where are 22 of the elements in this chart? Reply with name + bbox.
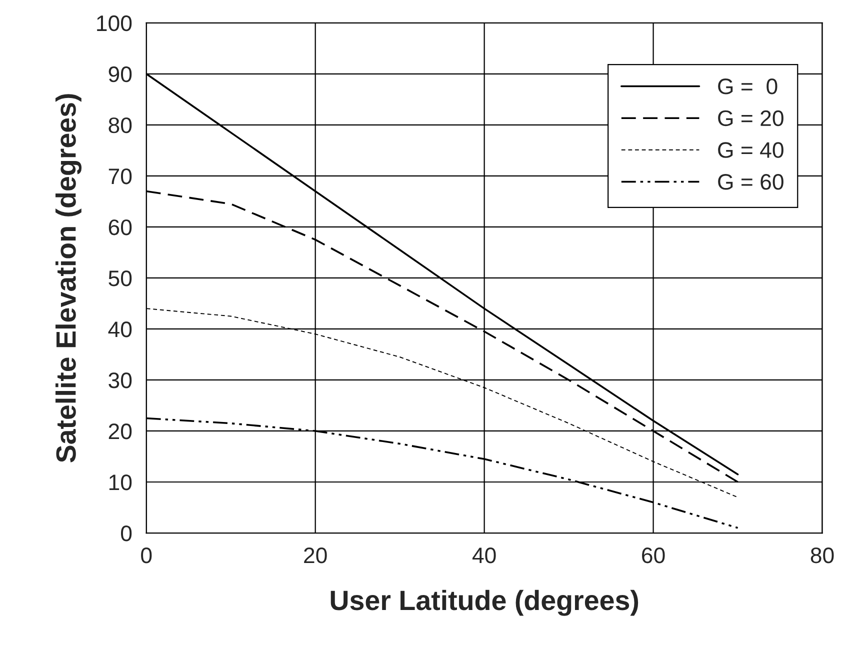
y-tick-label: 70 [108,168,132,184]
y-tick-label: 80 [108,117,132,134]
y-tick-label: 100 [97,15,132,32]
y-axis-title: Satellite Elevation (degrees) [56,94,82,462]
x-tick-label: 60 [642,547,665,564]
y-tick-label: 40 [108,321,132,338]
x-tick-label: 80 [810,547,834,564]
legend-label: G = 0 [718,78,778,94]
y-tick-label: 0 [120,526,132,542]
legend-label: G = 40 [718,142,784,158]
x-tick-label: 0 [141,547,152,564]
x-axis-title: User Latitude (degrees) [330,590,638,616]
y-tick-label: 30 [108,372,132,388]
legend-label: G = 20 [718,110,784,126]
legend-label: G = 60 [718,174,784,190]
y-tick-label: 60 [108,219,132,236]
y-tick-label: 90 [108,66,132,82]
y-tick-label: 20 [108,424,132,440]
x-tick-label: 40 [472,547,496,564]
y-tick-label: 10 [109,474,132,490]
y-tick-label: 50 [108,270,132,286]
x-tick-label: 20 [304,547,327,564]
